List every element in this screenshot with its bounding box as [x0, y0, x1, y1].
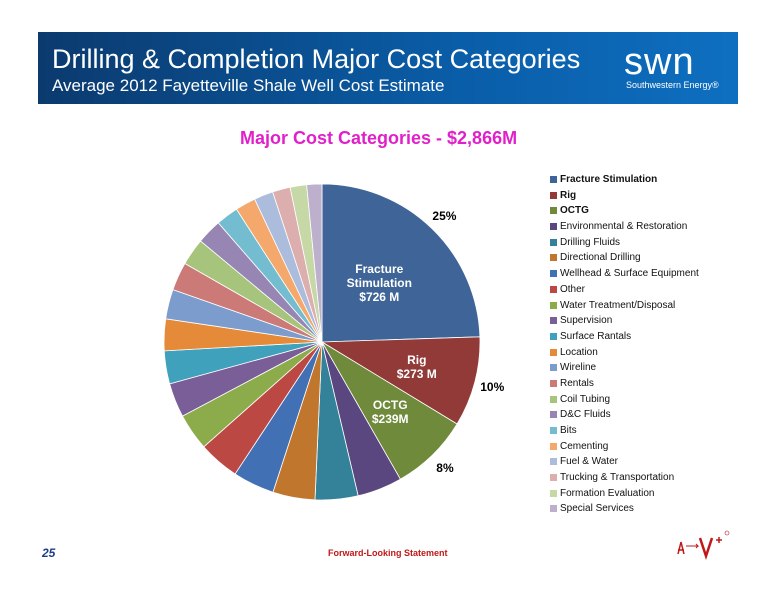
legend-swatch — [550, 442, 557, 450]
legend-swatch — [550, 270, 557, 278]
legend-item: Formation Evaluation — [550, 486, 770, 502]
forward-looking-statement-link[interactable]: Forward-Looking Statement — [328, 548, 448, 558]
legend-swatch — [550, 395, 557, 403]
legend-label: Water Treatment/Disposal — [560, 299, 676, 311]
legend-swatch — [550, 176, 557, 183]
legend-item: Wireline — [550, 360, 770, 376]
legend-swatch — [550, 427, 557, 434]
legend-item: Coil Tubing — [550, 392, 770, 408]
legend-item: Wellhead & Surface Equipment — [550, 266, 770, 282]
legend-swatch — [550, 332, 557, 340]
page-subtitle: Average 2012 Fayetteville Shale Well Cos… — [52, 76, 445, 95]
legend-label: D&C Fluids — [560, 409, 611, 421]
slice-data-label: Rig $273 M — [396, 352, 437, 381]
legend-item: OCTG — [550, 203, 770, 219]
legend-label: Location — [560, 346, 598, 358]
legend-swatch — [550, 364, 557, 372]
legend-label: Surface Rantals — [560, 330, 632, 342]
legend-label: Wireline — [560, 362, 597, 374]
legend-label: Rentals — [560, 377, 594, 389]
pie-slice — [306, 183, 323, 343]
legend-label: Special Services — [560, 503, 634, 515]
legend-swatch — [550, 191, 557, 199]
legend-item: D&C Fluids — [550, 407, 770, 423]
legend-swatch — [550, 458, 557, 466]
chart-legend: Fracture Stimulation Rig OCTG Environmental… — [550, 172, 770, 517]
legend-swatch — [550, 238, 557, 246]
legend-swatch — [550, 317, 557, 325]
legend-item: Drilling Fluids — [550, 235, 770, 251]
legend-label: Drilling Fluids — [560, 236, 621, 248]
legend-label: Cementing — [560, 440, 609, 452]
page-number: 25 — [42, 546, 56, 560]
legend-label: OCTG — [560, 205, 589, 217]
legend-item: Cementing — [550, 439, 770, 455]
legend-swatch — [550, 505, 557, 513]
legend-swatch — [550, 474, 557, 482]
legend-item: Rentals — [550, 376, 770, 392]
legend-label: Trucking & Transportation — [560, 472, 675, 484]
swn-logo: swn Southwestern Energy® — [624, 42, 724, 96]
legend-swatch — [550, 411, 557, 419]
slice-data-label: OCTG $239M — [371, 398, 409, 427]
slice-percent-label: 10% — [480, 379, 505, 394]
header-banner: Drilling & Completion Major Cost Categor… — [38, 32, 738, 104]
legend-item: Other — [550, 282, 770, 298]
footer-logo — [677, 530, 730, 560]
legend-swatch — [550, 285, 557, 293]
logo-company-name: Southwestern Energy® — [626, 80, 719, 90]
legend-item: Fuel & Water — [550, 454, 770, 470]
legend-swatch — [550, 379, 557, 387]
legend-item: Supervision — [550, 313, 770, 329]
legend-swatch — [550, 223, 557, 231]
slice-percent-label: 25% — [432, 208, 457, 223]
legend-label: Environmental & Restoration — [560, 221, 688, 233]
slice-percent-label: 8% — [436, 461, 454, 476]
legend-swatch — [550, 489, 557, 497]
legend-item: Environmental & Restoration — [550, 219, 770, 235]
legend-label: Fuel & Water — [560, 456, 618, 468]
legend-swatch — [550, 254, 557, 262]
chart-title: Major Cost Categories - $2,866M — [240, 128, 518, 148]
legend-item: Trucking & Transportation — [550, 470, 770, 486]
legend-label: Supervision — [560, 315, 613, 327]
legend-item: Directional Drilling — [550, 250, 770, 266]
page-title: Drilling & Completion Major Cost Categor… — [52, 44, 581, 74]
pie-slice — [321, 183, 481, 343]
legend-item: Fracture Stimulation — [550, 172, 770, 188]
legend-swatch — [550, 301, 557, 309]
legend-label: Formation Evaluation — [560, 487, 655, 499]
pie-slice — [320, 336, 481, 425]
legend-item: Surface Rantals — [550, 329, 770, 345]
legend-item: Special Services — [550, 501, 770, 517]
legend-item: Bits — [550, 423, 770, 439]
legend-swatch — [550, 348, 557, 356]
legend-label: Fracture Stimulation — [560, 174, 658, 185]
legend-item: Rig — [550, 188, 770, 204]
legend-item: Location — [550, 345, 770, 361]
legend-label: Directional Drilling — [560, 252, 641, 264]
legend-label: Coil Tubing — [560, 393, 611, 405]
legend-item: Water Treatment/Disposal — [550, 298, 770, 314]
legend-label: Bits — [560, 425, 577, 436]
legend-swatch — [550, 207, 557, 215]
slice-data-label: Fracture Stimulation $726 M — [346, 261, 412, 304]
logo-wordmark: swn — [624, 41, 695, 83]
legend-label: Wellhead & Surface Equipment — [560, 268, 699, 280]
legend-label: Rig — [560, 189, 577, 201]
legend-label: Other — [560, 283, 586, 295]
